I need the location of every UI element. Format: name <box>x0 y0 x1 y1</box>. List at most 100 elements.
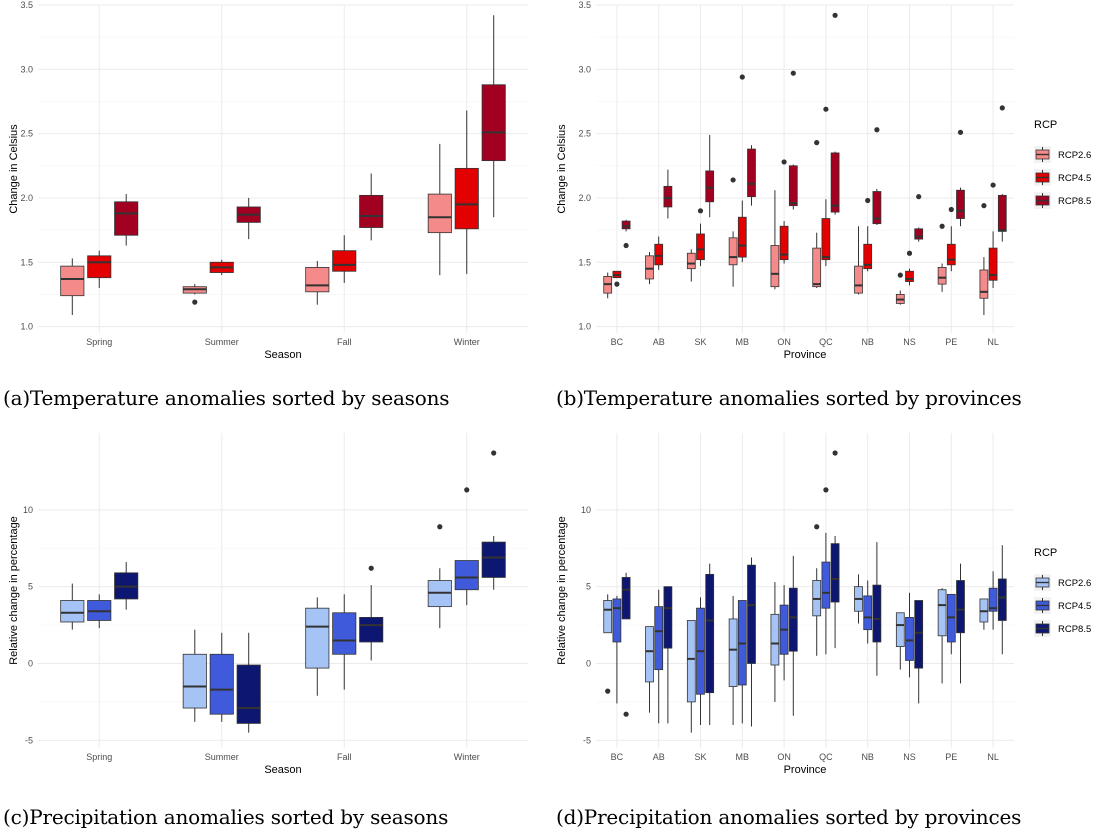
box-body <box>209 653 234 715</box>
x-tick-label: NS <box>903 337 916 347</box>
box-RCP8.5-PE <box>956 129 965 227</box>
box-body <box>979 269 989 299</box>
box-RCP4.5-PE <box>946 593 956 655</box>
box-RCP2.6-Winter <box>427 143 452 276</box>
box-body <box>728 237 738 266</box>
x-tick-label: Spring <box>86 752 112 762</box>
box-body <box>728 618 738 687</box>
x-tick-label: Summer <box>205 752 239 762</box>
box-RCP4.5-Summer <box>209 632 234 722</box>
x-tick-label: BC <box>611 752 624 762</box>
box-RCP8.5-ON <box>788 70 798 210</box>
box-RCP8.5-BC <box>621 572 631 717</box>
box-RCP8.5-AB <box>663 169 673 219</box>
outlier-point <box>865 197 871 204</box>
box-body <box>60 600 85 623</box>
outlier-point <box>957 129 964 135</box>
box-body <box>621 577 631 620</box>
box-body <box>863 243 873 270</box>
outlier-point <box>948 206 954 213</box>
box-body <box>612 598 622 643</box>
x-tick-label: ON <box>777 337 791 347</box>
box-RCP2.6-SK <box>686 620 696 733</box>
box-RCP2.6-NB <box>854 574 863 624</box>
box-RCP8.5-Spring <box>114 194 139 246</box>
box-RCP2.6-PE <box>937 223 947 292</box>
caption-b: (b)Temperature anomalies sorted by provi… <box>556 386 1022 410</box>
box-body <box>236 664 261 724</box>
box-RCP8.5-NB <box>872 127 882 225</box>
y-tick-label: 5 <box>28 582 33 592</box>
x-tick-label: QC <box>819 752 833 762</box>
box-RCP8.5-Fall <box>359 565 384 661</box>
x-tick-label: Fall <box>337 752 352 762</box>
outlier-point <box>832 12 838 18</box>
box-body <box>359 194 384 228</box>
box-body <box>60 265 85 297</box>
y-tick-label: 1.5 <box>20 257 33 267</box>
box-body <box>997 578 1007 621</box>
box-RCP4.5-ON <box>779 585 789 681</box>
box-body <box>914 600 924 669</box>
y-axis-title: Relative change in percentage <box>556 516 568 665</box>
outlier-point <box>832 450 838 456</box>
box-body <box>663 185 673 208</box>
outlier-point <box>906 250 913 256</box>
box-RCP8.5-SK <box>705 134 715 218</box>
box-body <box>654 606 664 671</box>
box-RCP4.5-QC <box>821 106 831 267</box>
box-body <box>454 560 479 591</box>
box-body <box>481 541 506 578</box>
box-RCP2.6-Spring <box>60 258 85 315</box>
x-tick-label: Spring <box>86 337 112 347</box>
box-RCP2.6-Fall <box>305 260 330 305</box>
box-RCP2.6-NL <box>979 598 989 630</box>
box-RCP2.6-SK <box>686 249 696 282</box>
chart-svg: 1.0 1.5 2.0 2.5 3.0 3.5 Spring Summer Fall Winter… <box>8 0 528 361</box>
box-body <box>454 167 479 230</box>
box-body <box>686 252 696 270</box>
y-tick-label: 2.5 <box>578 129 591 139</box>
x-tick-label: NS <box>903 752 916 762</box>
box-RCP4.5-BC <box>612 270 622 287</box>
x-tick-label: NL <box>987 337 999 347</box>
legend-title: RCP <box>1034 547 1057 559</box>
chart-precipitation-by-province: -5 0 5 10 BC AB SK MB ON QC NB NS PE NL Province Relati… <box>548 428 1101 786</box>
y-tick-label: 10 <box>23 505 33 515</box>
outlier-point <box>623 242 629 249</box>
y-tick-label: -5 <box>25 735 33 745</box>
y-axis-title: Change in Celsius <box>556 124 568 214</box>
box-body <box>956 580 965 634</box>
box-RCP8.5-ON <box>788 555 798 716</box>
chart-svg: -5 0 5 10 Spring Summer Fall Winter Season Relati… <box>8 433 528 776</box>
box-body <box>359 616 384 643</box>
box-RCP8.5-MB <box>747 145 756 206</box>
box-RCP8.5-NS <box>914 194 924 242</box>
box-RCP2.6-Spring <box>60 583 85 630</box>
x-tick-label: Winter <box>454 337 480 347</box>
outlier-point <box>730 177 736 183</box>
box-body <box>332 612 357 655</box>
box-RCP4.5-NL <box>988 182 998 288</box>
box-body <box>696 233 705 261</box>
outlier-point <box>491 450 497 456</box>
box-RCP2.6-ON <box>770 190 780 290</box>
box-RCP4.5-NB <box>863 580 873 644</box>
outlier-point <box>781 159 787 165</box>
box-RCP2.6-Fall <box>305 597 330 696</box>
y-tick-label: 0 <box>28 658 33 668</box>
box-RCP2.6-NL <box>979 203 989 315</box>
outlier-point <box>368 565 374 571</box>
box-body <box>663 586 673 649</box>
box-body <box>905 270 914 282</box>
outlier-point <box>823 487 829 493</box>
outlier-point <box>437 524 443 530</box>
y-tick-label: 1.5 <box>578 257 591 267</box>
box-body <box>812 247 822 288</box>
box-RCP2.6-AB <box>645 251 654 285</box>
x-tick-label: MB <box>736 337 750 347</box>
y-axis-title: Change in Celsius <box>8 124 20 214</box>
box-RCP2.6-BC <box>603 272 613 299</box>
legend-title: RCP <box>1034 119 1057 131</box>
box-body <box>603 600 613 634</box>
